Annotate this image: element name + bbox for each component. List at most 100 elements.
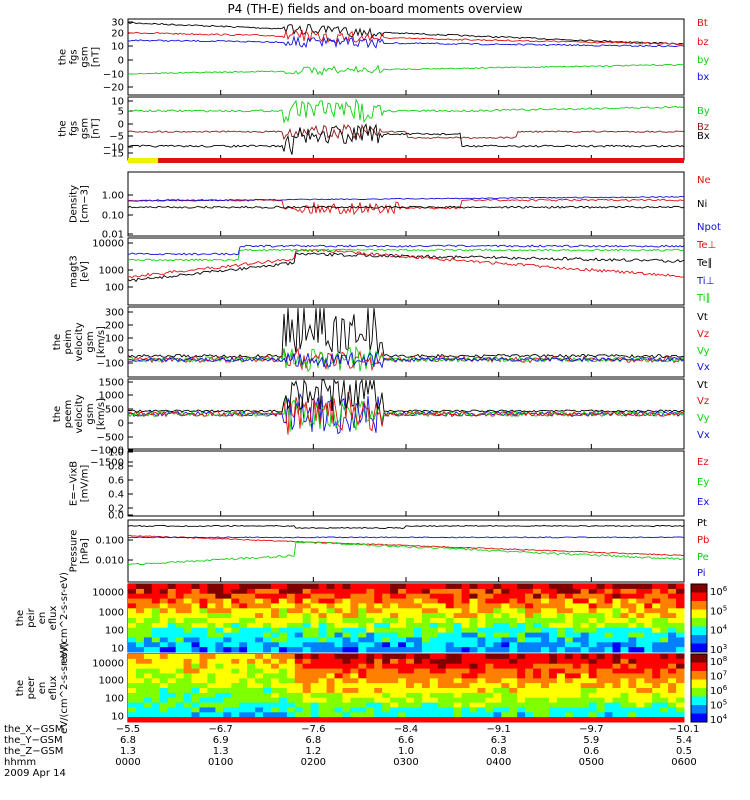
- spectrogram-cell: [255, 707, 264, 713]
- spectrogram-cell: [390, 678, 399, 684]
- spectrogram-cell: [398, 702, 407, 708]
- spectrogram-cell: [398, 608, 407, 614]
- spectrogram-cell: [215, 702, 224, 708]
- spectrogram-cell: [564, 683, 574, 689]
- spectrogram-cell: [469, 637, 478, 643]
- spectrogram-cell: [406, 642, 415, 648]
- spectrogram-cell: [318, 702, 327, 708]
- spectrogram-cell: [501, 663, 510, 670]
- spectrogram-cell: [517, 584, 526, 590]
- spectrogram-cell: [263, 603, 272, 609]
- spectrogram-cell: [477, 683, 486, 689]
- spectrogram-cell: [453, 697, 463, 704]
- spectrogram-cell: [588, 608, 598, 614]
- spectrogram-cell: [469, 663, 478, 670]
- spectrogram-cell: [350, 618, 359, 624]
- spectrogram-cell: [533, 627, 542, 634]
- spectrogram-cell: [239, 584, 248, 590]
- spectrogram-cell: [549, 668, 558, 674]
- spectrogram-cell: [318, 622, 327, 629]
- spectrogram-cell: [263, 668, 272, 674]
- spectrogram-cell: [556, 598, 566, 604]
- y-tick-label: 1000: [99, 676, 124, 687]
- spectrogram-cell: [406, 632, 415, 638]
- spectrogram-cell: [199, 613, 208, 619]
- spectrogram-cell: [167, 637, 177, 643]
- spectrogram-cell: [390, 697, 399, 704]
- spectrogram-cell: [382, 658, 391, 665]
- spectrogram-cell: [469, 668, 478, 674]
- spectrogram-cell: [302, 717, 312, 723]
- spectrogram-cell: [294, 593, 304, 600]
- spectrogram-cell: [525, 584, 534, 590]
- spectrogram-cell: [564, 688, 574, 694]
- spectrogram-cell: [588, 712, 598, 718]
- spectrogram-cell: [437, 593, 447, 600]
- spectrogram-cell: [278, 683, 288, 689]
- spectrogram-cell: [374, 637, 383, 643]
- legend-entry: Ti∥: [696, 293, 711, 304]
- spectrogram-cell: [652, 632, 661, 638]
- spectrogram-cell: [445, 663, 455, 670]
- spectrogram-cell: [652, 658, 661, 665]
- spectrogram-cell: [604, 668, 613, 674]
- spectrogram-cell: [596, 608, 605, 614]
- spectrogram-cell: [517, 712, 526, 718]
- spectrogram-cell: [247, 678, 256, 684]
- spectrogram-cell: [302, 632, 312, 638]
- spectrogram-cell: [556, 712, 566, 718]
- spectrogram-cell: [358, 647, 367, 653]
- spectrogram-cell: [588, 627, 598, 634]
- y-tick-label: 10000: [92, 659, 124, 670]
- spectrogram-cell: [477, 702, 486, 708]
- spectrogram-cell: [612, 697, 621, 704]
- spectrogram-cell: [135, 637, 145, 643]
- spectrogram-cell: [541, 663, 550, 670]
- spectrogram-cell: [541, 717, 550, 723]
- spectrogram-cell: [159, 588, 169, 595]
- spectrogram-cell: [207, 692, 216, 699]
- spectrogram-cell: [263, 613, 272, 619]
- spectrogram-cell: [636, 668, 645, 674]
- colorbar-frame: [690, 653, 708, 723]
- legend-entry: Vx: [697, 430, 710, 441]
- spectrogram-cell: [278, 632, 288, 638]
- spectrogram-cell: [207, 598, 216, 604]
- spectrogram-cell: [437, 663, 447, 670]
- spectrogram-cell: [453, 717, 463, 723]
- spectrogram-cell: [223, 707, 232, 713]
- spectrogram-cell: [485, 608, 494, 614]
- spectrogram-cell: [477, 658, 486, 665]
- series-line-bz: [127, 29, 685, 45]
- spectrogram-cell: [620, 702, 629, 708]
- spectrogram-cell: [326, 642, 335, 648]
- spectrogram-cell: [143, 627, 153, 634]
- spectrogram-cell: [278, 678, 288, 684]
- spectrogram-cell: [588, 678, 598, 684]
- spectrogram-cell: [501, 613, 510, 619]
- spectrogram-cell: [477, 663, 486, 670]
- spectrogram-cell: [271, 642, 280, 648]
- spectrogram-cell: [366, 673, 375, 679]
- spectrogram-cell: [167, 717, 177, 723]
- spectrogram-cell: [366, 618, 375, 624]
- spectrogram-cell: [183, 678, 192, 684]
- y-axis-label: thepeirenefluxeV/(cm^2-s-sr-eV): [15, 572, 70, 664]
- spectrogram-cell: [445, 613, 455, 619]
- y-tick-label: 0: [118, 419, 124, 430]
- x-tick-label: 0200: [301, 757, 326, 768]
- spectrogram-cell: [374, 678, 383, 684]
- spectrogram-cell: [128, 688, 137, 694]
- spectrogram-cell: [612, 642, 621, 648]
- spectrogram-cell: [239, 707, 248, 713]
- spectrogram-cell: [350, 658, 359, 665]
- spectrogram-cell: [199, 668, 208, 674]
- spectrogram-cell: [231, 584, 240, 590]
- spectrogram-cell: [223, 668, 232, 674]
- spectrogram-cell: [167, 613, 177, 619]
- spectrogram-cell: [564, 584, 574, 590]
- spectrogram-cell: [493, 603, 502, 609]
- spectrogram-cell: [517, 692, 526, 699]
- spectrogram-cell: [326, 593, 335, 600]
